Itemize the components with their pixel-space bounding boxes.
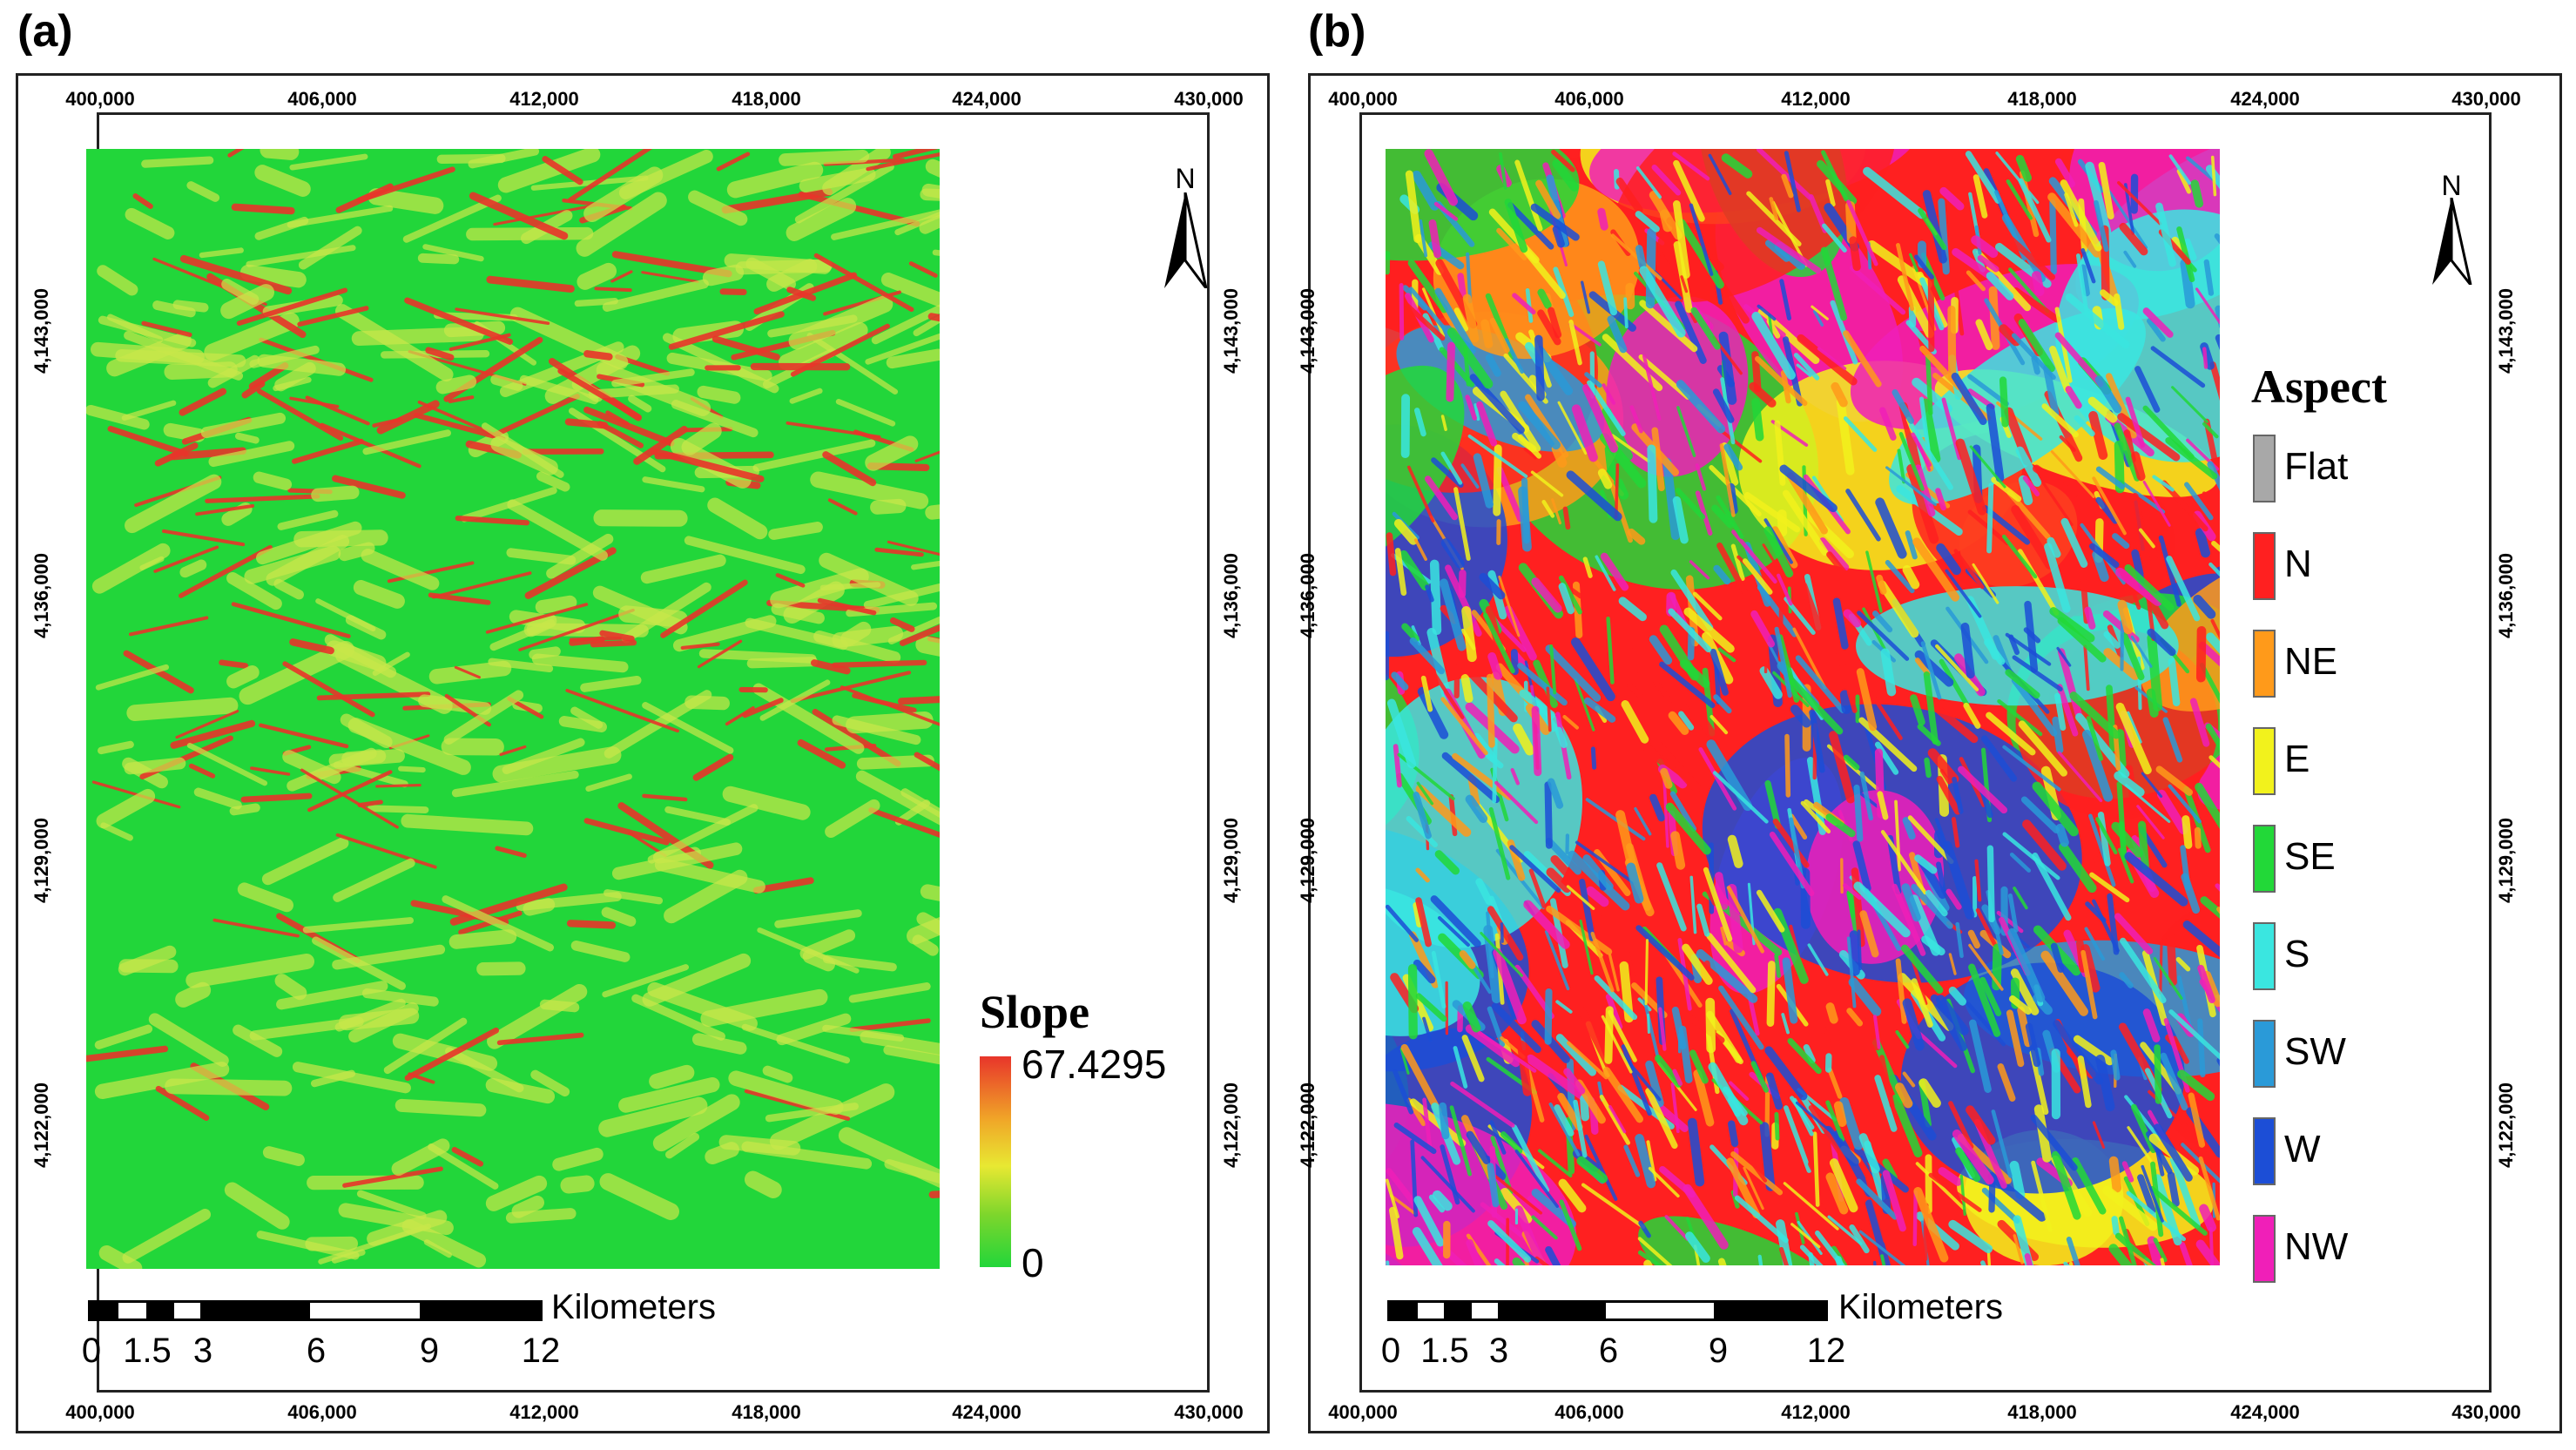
north-arrow-icon bbox=[1164, 192, 1208, 288]
x-tick-label: 424,000 bbox=[2230, 88, 2300, 110]
y-tick-label: 4,143,000 bbox=[2494, 288, 2517, 374]
y-tick-label: 4,122,000 bbox=[1296, 1082, 1318, 1168]
legend-label-sw: SW bbox=[2284, 1030, 2346, 1073]
legend-swatch-se bbox=[2253, 825, 2276, 893]
x-tick-label: 400,000 bbox=[65, 1401, 135, 1423]
y-tick-label: 4,143,000 bbox=[30, 288, 52, 374]
legend-label-n: N bbox=[2284, 543, 2312, 585]
x-tick-label: 430,000 bbox=[1174, 88, 1244, 110]
y-tick-label: 4,129,000 bbox=[1296, 818, 1318, 903]
x-tick-label: 430,000 bbox=[1174, 1401, 1244, 1423]
legend-swatch-sw bbox=[2253, 1020, 2276, 1088]
x-tick-label: 418,000 bbox=[732, 88, 801, 110]
legend-label-flat: Flat bbox=[2284, 445, 2349, 488]
scale-number: 6 bbox=[1598, 1332, 1619, 1370]
x-tick-label: 412,000 bbox=[509, 1401, 579, 1423]
x-tick-label: 400,000 bbox=[65, 88, 135, 110]
legend-label-e: E bbox=[2284, 738, 2310, 780]
legend-swatch-s bbox=[2253, 922, 2276, 990]
x-tick-label: 418,000 bbox=[2007, 1401, 2077, 1423]
y-tick-label: 4,136,000 bbox=[1219, 553, 1242, 638]
legend-label-w: W bbox=[2284, 1128, 2321, 1170]
scale-number: 3 bbox=[192, 1332, 213, 1370]
x-tick-label: 406,000 bbox=[287, 1401, 357, 1423]
legend-label-s: S bbox=[2284, 933, 2310, 975]
x-tick-label: 430,000 bbox=[2451, 88, 2521, 110]
x-tick-label: 424,000 bbox=[952, 88, 1022, 110]
legend-swatch-nw bbox=[2253, 1215, 2276, 1283]
legend-label-nw: NW bbox=[2284, 1225, 2349, 1268]
map-neatline bbox=[1359, 112, 2492, 1393]
scale-number: 6 bbox=[306, 1332, 327, 1370]
panel-a-label: (a) bbox=[17, 6, 73, 57]
scale-unit-label: Kilometers bbox=[1838, 1288, 2003, 1326]
x-tick-label: 424,000 bbox=[2230, 1401, 2300, 1423]
scale-number: 1.5 bbox=[123, 1332, 172, 1370]
aspect-raster bbox=[1386, 149, 2220, 1265]
y-tick-label: 4,136,000 bbox=[1296, 553, 1318, 638]
y-tick-label: 4,122,000 bbox=[30, 1082, 52, 1168]
panel-b-label: (b) bbox=[1308, 6, 1366, 57]
legend-swatch-ne bbox=[2253, 630, 2276, 698]
legend-swatch-n bbox=[2253, 532, 2276, 600]
north-arrow: N bbox=[2427, 170, 2476, 285]
legend-title: Slope bbox=[980, 986, 1090, 1038]
x-tick-label: 406,000 bbox=[1554, 1401, 1624, 1423]
legend-swatch-flat bbox=[2253, 435, 2276, 502]
scale-number: 1.5 bbox=[1420, 1332, 1469, 1370]
x-tick-label: 418,000 bbox=[732, 1401, 801, 1423]
north-arrow-label: N bbox=[1175, 163, 1196, 194]
y-tick-label: 4,129,000 bbox=[1219, 818, 1242, 903]
legend-label-se: SE bbox=[2284, 835, 2336, 878]
x-tick-label: 400,000 bbox=[1328, 1401, 1398, 1423]
x-tick-label: 412,000 bbox=[1781, 1401, 1851, 1423]
scale-number: 12 bbox=[521, 1332, 561, 1370]
legend-swatch-w bbox=[2253, 1117, 2276, 1185]
scale-unit-label: Kilometers bbox=[551, 1288, 716, 1326]
y-tick-label: 4,143,000 bbox=[1219, 288, 1242, 374]
legend-swatch-e bbox=[2253, 727, 2276, 795]
x-tick-label: 418,000 bbox=[2007, 88, 2077, 110]
legend-title: Aspect bbox=[2251, 361, 2387, 413]
north-arrow-label: N bbox=[2441, 170, 2462, 201]
x-tick-label: 424,000 bbox=[952, 1401, 1022, 1423]
scale-number: 9 bbox=[419, 1332, 440, 1370]
slope-color-ramp bbox=[980, 1056, 1011, 1267]
x-tick-label: 400,000 bbox=[1328, 88, 1398, 110]
north-arrow: N bbox=[1159, 163, 1211, 288]
x-tick-label: 406,000 bbox=[287, 88, 357, 110]
scale-number: 9 bbox=[1708, 1332, 1729, 1370]
y-tick-label: 4,136,000 bbox=[2494, 553, 2517, 638]
y-tick-label: 4,129,000 bbox=[2494, 818, 2517, 903]
scale-number: 0 bbox=[81, 1332, 102, 1370]
x-tick-label: 412,000 bbox=[509, 88, 579, 110]
y-tick-label: 4,143,000 bbox=[1296, 288, 1318, 374]
scale-number: 3 bbox=[1488, 1332, 1509, 1370]
x-tick-label: 430,000 bbox=[2451, 1401, 2521, 1423]
ramp-max-label: 67.4295 bbox=[1022, 1042, 1167, 1087]
scale-number: 12 bbox=[1806, 1332, 1846, 1370]
north-arrow-icon bbox=[2432, 198, 2472, 285]
x-tick-label: 406,000 bbox=[1554, 88, 1624, 110]
y-tick-label: 4,122,000 bbox=[2494, 1082, 2517, 1168]
aspect-map-panel: 400,000 406,000 412,000 418,000 424,000 … bbox=[1297, 73, 2562, 1433]
x-tick-label: 412,000 bbox=[1781, 88, 1851, 110]
y-tick-label: 4,129,000 bbox=[30, 818, 52, 903]
legend-label-ne: NE bbox=[2284, 640, 2338, 683]
ramp-min-label: 0 bbox=[1022, 1240, 1044, 1285]
slope-raster bbox=[86, 149, 940, 1269]
y-tick-label: 4,136,000 bbox=[30, 553, 52, 638]
scale-number: 0 bbox=[1380, 1332, 1401, 1370]
slope-map-panel: 400,000 406,000 412,000 418,000 424,000 … bbox=[16, 73, 1270, 1433]
y-tick-label: 4,122,000 bbox=[1219, 1082, 1242, 1168]
